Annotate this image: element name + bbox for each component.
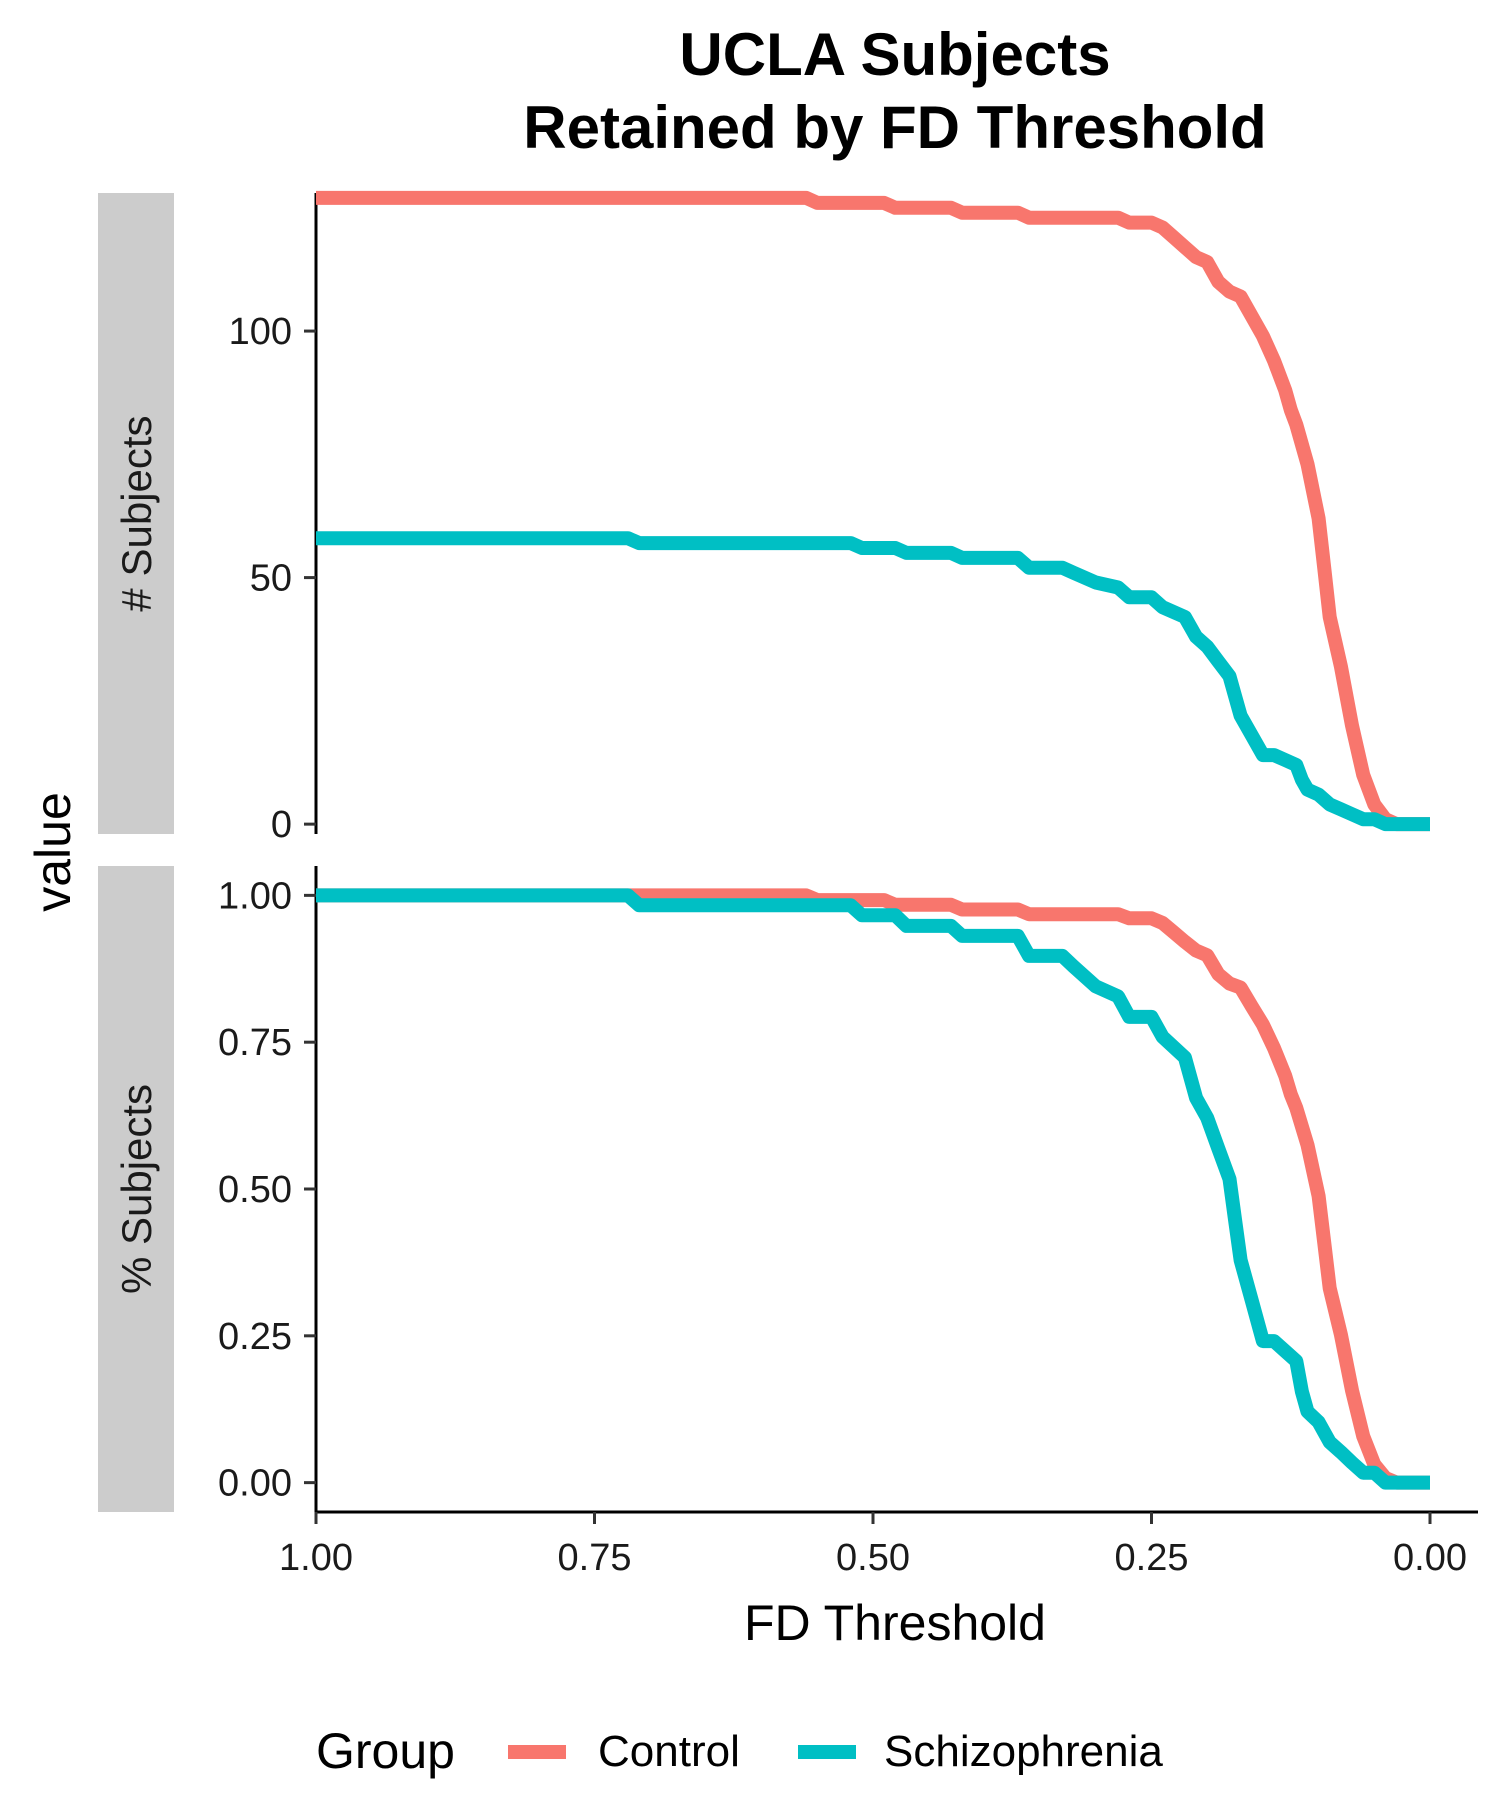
panel-subjects: # Subjects 0 50 100 — [98, 190, 1430, 846]
x-tick-label: 0.75 — [558, 1537, 632, 1579]
y-tick-label: 100 — [229, 311, 292, 353]
legend: Group Control Schizophrenia — [316, 1723, 1163, 1779]
strip-label: # Subjects — [113, 415, 160, 611]
legend-title: Group — [316, 1723, 455, 1779]
facet-panels: # Subjects 0 50 100 % Subjects 0.00 0.25 0.50 0.… — [98, 190, 1430, 1512]
y-tick-label: 0.00 — [218, 1463, 292, 1505]
y-tick-label: 0.25 — [218, 1316, 292, 1358]
y-axis-title: value — [25, 792, 81, 912]
strip-background — [98, 193, 174, 834]
series-line-control — [316, 888, 1430, 1490]
panel-subjects: % Subjects 0.00 0.25 0.50 0.75 1.00 — [98, 866, 1430, 1512]
chart-title-line-2: Retained by FD Threshold — [523, 94, 1266, 161]
legend-label-control: Control — [598, 1727, 740, 1776]
series-line-schizophrenia — [316, 531, 1430, 832]
x-tick-label: 0.00 — [1393, 1537, 1467, 1579]
chart-title-line-1: UCLA Subjects — [679, 21, 1110, 88]
y-tick-label: 1.00 — [218, 875, 292, 917]
strip-background — [98, 866, 174, 1512]
x-tick-label: 0.50 — [836, 1537, 910, 1579]
series-line-control — [316, 190, 1430, 832]
y-tick-label: 0 — [271, 804, 292, 846]
x-axis: 1.00 0.75 0.50 0.25 0.00 — [279, 1510, 1478, 1579]
x-axis-title: FD Threshold — [744, 1595, 1046, 1651]
series-line-schizophrenia — [316, 888, 1430, 1490]
x-tick-label: 1.00 — [279, 1537, 353, 1579]
y-tick-label: 0.50 — [218, 1169, 292, 1211]
strip-label: % Subjects — [113, 1084, 160, 1294]
legend-label-schizophrenia: Schizophrenia — [884, 1727, 1163, 1776]
y-tick-label: 0.75 — [218, 1022, 292, 1064]
y-tick-label: 50 — [250, 558, 292, 600]
x-tick-label: 0.25 — [1115, 1537, 1189, 1579]
